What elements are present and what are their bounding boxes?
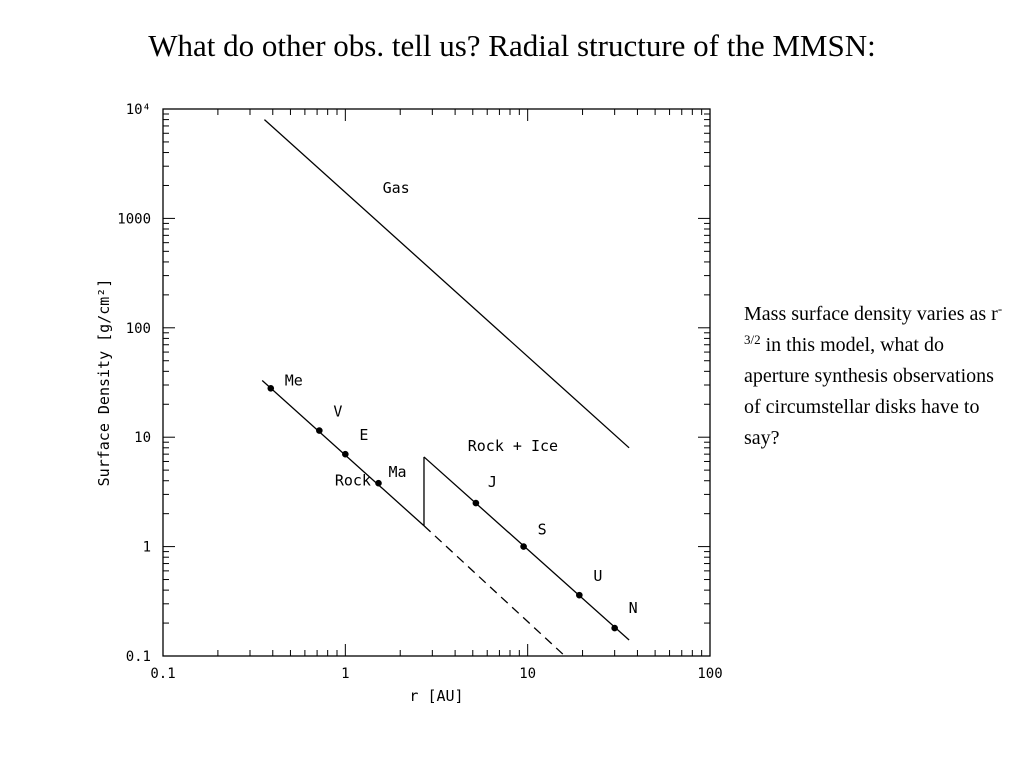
planet-point-ma [375,479,382,487]
axis-tick-labels: 0.1 1 10 100 0.1 1 10 100 1000 10⁴ [117,102,722,682]
planet-label-n: N [629,599,638,617]
planet-point-v [316,427,323,434]
x-axis-title: r [AU] [409,687,463,705]
planet-point-n [611,624,618,632]
y-tick-label: 1000 [117,211,151,227]
series-layer [261,119,630,657]
series-line-gas-0 [263,119,630,449]
planet-label-v: V [333,403,342,421]
planet-point-s [520,543,527,550]
annotation-rock-ice: Rock + Ice [468,437,558,455]
planet-point-me [267,384,275,392]
planet-label-u: U [593,567,602,585]
x-tick-label: 1 [341,666,349,682]
planet-label-j: J [488,473,497,491]
x-tick-label: 10 [519,666,536,682]
planet-points: Me VE Ma J S U N [267,371,638,632]
y-tick-label: 10 [134,430,151,446]
planet-label-ma: Ma [388,463,406,481]
x-tick-label: 0.1 [150,666,175,682]
series-line-segment-2 [423,525,566,657]
planet-label-s: S [538,521,547,539]
note-text-start: Mass surface density varies as r [744,303,998,325]
slide-title: What do other obs. tell us? Radial struc… [148,28,876,63]
y-tick-label: 10⁴ [126,102,151,118]
planet-point-j [472,499,480,507]
planet-point-u [576,591,583,599]
annotations-layer: Gas Rock Rock + Ice [335,179,558,490]
x-tick-label: 100 [697,666,722,682]
y-tick-label: 100 [126,321,151,337]
y-tick-label: 1 [143,540,151,556]
planet-label-e: E [359,426,368,444]
planet-point-e [342,450,349,458]
planet-label-me: Me [285,371,303,389]
side-note: Mass surface density varies as r-3/2 in … [744,299,1014,454]
annotation-rock: Rock [335,472,371,490]
y-tick-label: 0.1 [126,649,151,665]
note-exponent: -3/2 [744,301,1003,347]
annotation-gas: Gas [383,179,410,197]
y-axis-title: Surface Density [g/cm²] [95,279,113,487]
axis-ticks [162,109,710,657]
series-line-rock-ice-4 [423,456,630,641]
plot-frame [162,108,711,657]
note-text-end: in this model, what do aperture synthesi… [744,334,994,449]
